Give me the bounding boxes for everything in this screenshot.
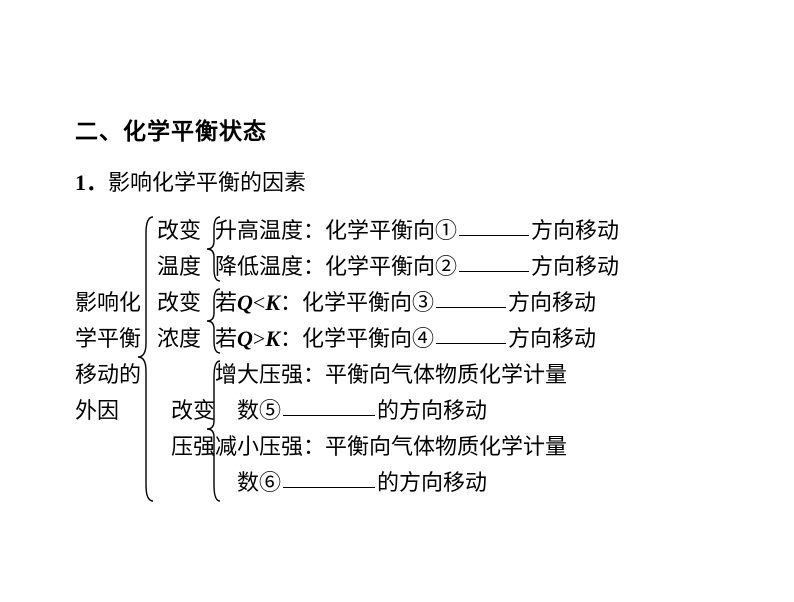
g2-r1-k: K (265, 290, 280, 315)
subheading-number: 1． (75, 170, 108, 195)
group2-label-line2: 浓度 (157, 321, 215, 357)
g2-r2-q: Q (237, 326, 253, 351)
g1-r2-b: 方向移动 (531, 254, 619, 279)
g2-r1-b: ：化学平衡向③ (280, 290, 434, 315)
content-block: 改变升高温度：化学平衡向①方向移动 温度降低温度：化学平衡向②方向移动 影响化改… (75, 213, 725, 501)
g1-r1-a: 升高温度：化学平衡向① (215, 218, 457, 243)
g2-r1-c: 方向移动 (508, 290, 596, 315)
blank-6 (283, 465, 375, 488)
g3-r1: 增大压强：平衡向气体物质化学计量 (215, 362, 567, 387)
group1-label-line2: 温度 (157, 249, 215, 285)
row-2: 温度降低温度：化学平衡向② 方向移动 (75, 249, 725, 285)
group3-label-line1: 改变 (157, 393, 215, 429)
section-heading: 二、化学平衡状态 (75, 112, 267, 146)
g2-r1-lt: < (253, 290, 265, 315)
blank-5 (283, 393, 375, 416)
g2-r2-k: K (265, 326, 280, 351)
blank-2 (459, 249, 529, 272)
g2-r1-q: Q (237, 290, 253, 315)
g3-r4-a: 数⑥ (215, 470, 281, 495)
row-1: 改变升高温度：化学平衡向① 方向移动 (75, 213, 725, 249)
subsection-heading: 1．影响化学平衡的因素 (75, 165, 306, 197)
row-5: 移动的 增大压强：平衡向气体物质化学计量 (75, 357, 725, 393)
g2-r1-a: 若 (215, 290, 237, 315)
subheading-text: 影响化学平衡的因素 (108, 170, 306, 195)
g1-r2-a: 降低温度：化学平衡向② (215, 254, 457, 279)
row-8: 数⑥ 的方向移动 (75, 465, 725, 501)
g1-r1-b: 方向移动 (531, 218, 619, 243)
g2-r2-a: 若 (215, 326, 237, 351)
g3-r3: 减小压强：平衡向气体物质化学计量 (215, 434, 567, 459)
row-6: 外因改变 数⑤ 的方向移动 (75, 393, 725, 429)
group2-label-line1: 改变 (157, 285, 215, 321)
group3-label-line2: 压强 (157, 429, 215, 465)
row-3: 影响化改变若Q<K：化学平衡向③ 方向移动 (75, 285, 725, 321)
leftcol-4: 外因 (75, 393, 157, 429)
g2-r2-b: ：化学平衡向④ (280, 326, 434, 351)
g2-r2-c: 方向移动 (508, 326, 596, 351)
g3-r2-a: 数⑤ (215, 398, 281, 423)
g3-r2-b: 的方向移动 (377, 398, 487, 423)
leftcol-3: 移动的 (75, 357, 157, 393)
group1-label-line1: 改变 (157, 213, 215, 249)
blank-3 (436, 285, 506, 308)
blank-1 (459, 213, 529, 236)
leftcol-1: 影响化 (75, 285, 157, 321)
g2-r2-gt: > (253, 326, 265, 351)
row-7: 压强减小压强：平衡向气体物质化学计量 (75, 429, 725, 465)
leftcol-2: 学平衡 (75, 321, 157, 357)
blank-4 (436, 321, 506, 344)
row-4: 学平衡浓度若Q>K：化学平衡向④ 方向移动 (75, 321, 725, 357)
g3-r4-b: 的方向移动 (377, 470, 487, 495)
